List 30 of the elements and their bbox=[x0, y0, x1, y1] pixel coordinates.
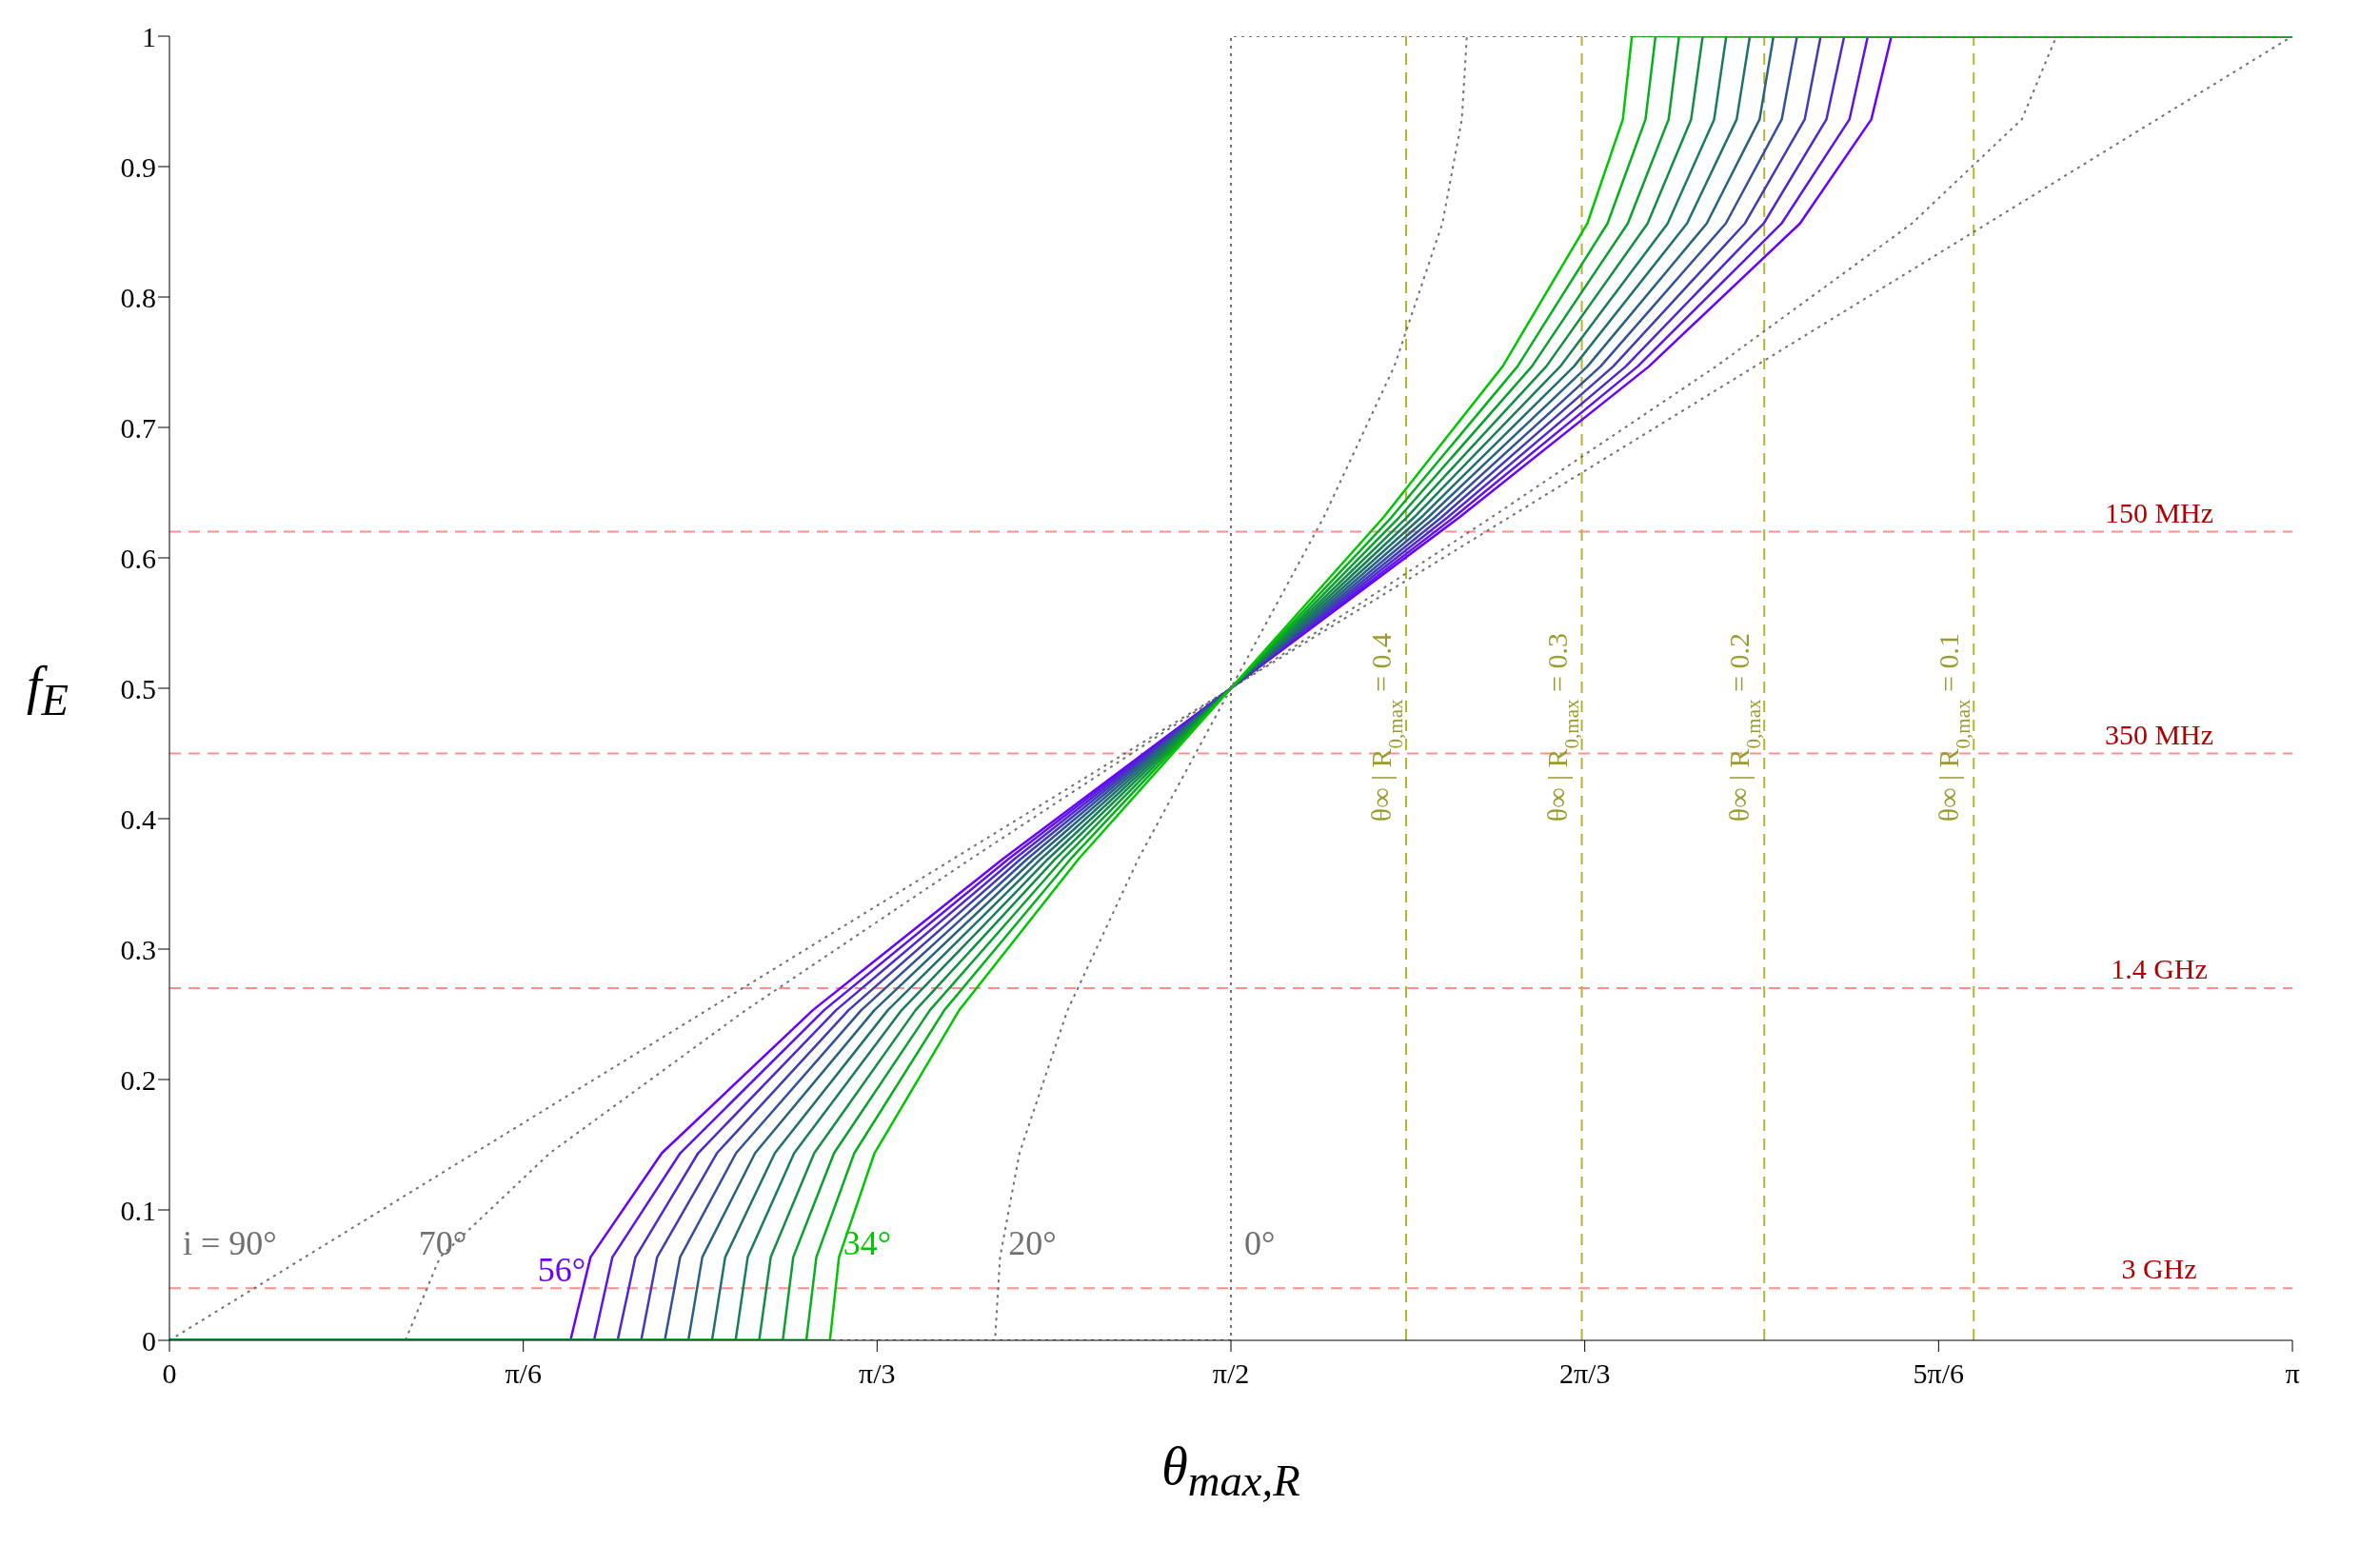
y-tick-label: 0.6 bbox=[120, 542, 156, 574]
y-tick-label: 0.5 bbox=[120, 672, 156, 704]
y-tick-label: 0 bbox=[142, 1324, 156, 1357]
x-tick-label: π bbox=[2285, 1357, 2300, 1390]
y-tick-label: 0.8 bbox=[120, 281, 156, 313]
y-tick-label: 1 bbox=[142, 20, 156, 52]
x-tick-label: π/2 bbox=[1212, 1357, 1250, 1390]
x-tick-label: 2π/3 bbox=[1558, 1357, 1611, 1390]
y-tick-label: 0.3 bbox=[120, 933, 156, 965]
series-label: 0° bbox=[1244, 1224, 1276, 1262]
series-label: 56° bbox=[537, 1251, 586, 1289]
ref-line-label: 1.4 GHz bbox=[2111, 953, 2208, 985]
y-tick-label: 0.9 bbox=[120, 150, 156, 183]
series-label: 20° bbox=[1008, 1224, 1057, 1262]
ref-line-label: 350 MHz bbox=[2104, 718, 2214, 750]
ref-line-label: 150 MHz bbox=[2104, 496, 2214, 528]
series-label: 70° bbox=[418, 1224, 467, 1262]
y-tick-label: 0.4 bbox=[120, 802, 156, 835]
y-tick-label: 0.2 bbox=[120, 1063, 156, 1096]
x-tick-label: π/3 bbox=[859, 1357, 896, 1390]
series-label: i = 90° bbox=[183, 1224, 277, 1262]
series-label: 34° bbox=[843, 1224, 892, 1262]
y-tick-label: 0.1 bbox=[120, 1194, 156, 1226]
y-tick-label: 0.7 bbox=[120, 411, 156, 444]
x-tick-label: π/6 bbox=[505, 1357, 542, 1390]
x-tick-label: 5π/6 bbox=[1913, 1357, 1965, 1390]
ref-line-label: 3 GHz bbox=[2121, 1253, 2197, 1285]
y-axis-title: f$_{E}$ bbox=[27, 655, 69, 726]
x-tick-label: 0 bbox=[162, 1357, 177, 1390]
x-axis-title: θ$_{max,R}$ bbox=[1160, 1436, 1301, 1507]
